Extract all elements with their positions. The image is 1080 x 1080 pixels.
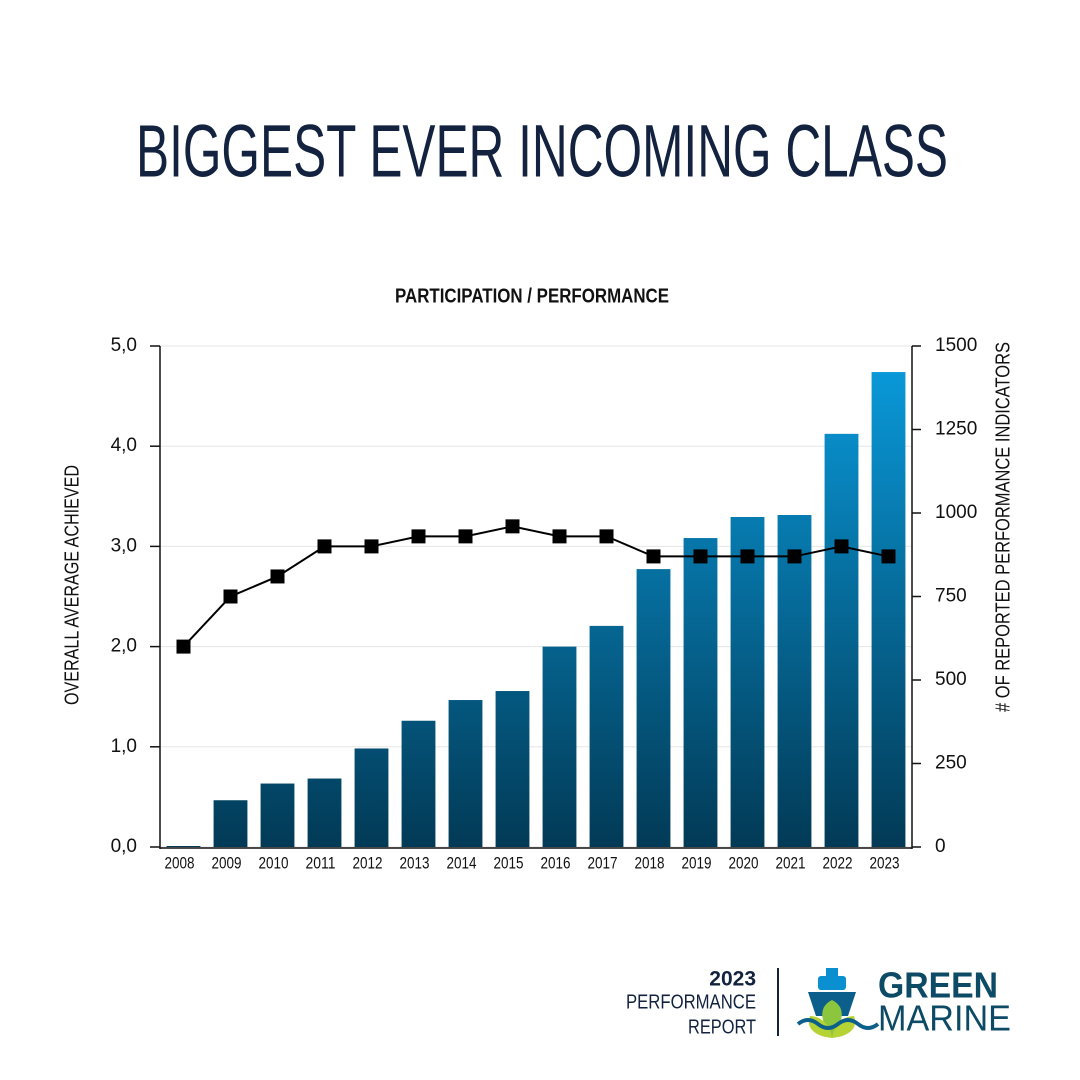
x-tick-label: 2008 <box>165 853 195 872</box>
bar <box>307 778 342 847</box>
y-axis-label: OVERALL AVERAGE ACHIEVED <box>61 465 83 705</box>
y2-tick-label: 500 <box>935 669 967 690</box>
bar <box>542 646 577 847</box>
bar <box>495 691 530 847</box>
marker <box>270 569 285 584</box>
marker <box>552 529 567 544</box>
marker <box>364 539 379 554</box>
chart-title: BIGGEST EVER INCOMING CLASS <box>136 110 948 193</box>
x-tick-label: 2010 <box>259 853 289 872</box>
bar <box>683 538 718 847</box>
y2-tick-label: 250 <box>935 753 967 774</box>
footer: 2023 PERFORMANCE REPORT GREEN MARINE <box>626 965 1011 1039</box>
logo <box>796 968 880 1038</box>
marker <box>458 529 473 544</box>
brand-name: MARINE <box>878 998 1011 1039</box>
footer-year: 2023 <box>709 968 756 991</box>
y-tick-label: 0,0 <box>111 836 137 857</box>
marker <box>176 639 191 654</box>
marker <box>317 539 332 554</box>
bar <box>448 700 483 847</box>
marker <box>223 589 238 604</box>
x-tick-label: 2014 <box>447 853 477 872</box>
x-tick-label: 2020 <box>729 853 759 872</box>
bar <box>730 517 765 847</box>
y2-tick-label: 750 <box>935 586 967 607</box>
brand-name: GREEN <box>878 965 998 1006</box>
y-tick-label: 3,0 <box>111 535 137 556</box>
x-tick-label: 2009 <box>212 853 242 872</box>
x-tick-label: 2015 <box>494 853 524 872</box>
x-tick-label: 2023 <box>870 853 900 872</box>
y-tick-label: 1,0 <box>111 736 137 757</box>
marker <box>740 549 755 564</box>
y-tick-label: 2,0 <box>111 636 137 657</box>
plot-area: 0,0 1,0 2,0 3,0 4,0 5,0 0 250 500 750 1000 1250 1500… <box>111 335 978 872</box>
x-tick-label: 2022 <box>823 853 853 872</box>
marker <box>881 549 896 564</box>
bar <box>213 800 248 847</box>
y2-tick-label: 1250 <box>935 419 977 440</box>
x-tick-label: 2011 <box>306 853 336 872</box>
x-tick-label: 2021 <box>776 853 806 872</box>
chart-subtitle: PARTICIPATION / PERFORMANCE <box>395 285 669 307</box>
marker <box>834 539 849 554</box>
bar <box>354 748 389 847</box>
bar <box>589 625 624 847</box>
footer-text: REPORT <box>688 1016 756 1038</box>
y-tick-label: 5,0 <box>111 335 137 356</box>
y2-tick-label: 1500 <box>935 335 977 356</box>
x-tick-label: 2019 <box>682 853 712 872</box>
bar <box>871 372 906 847</box>
x-tick-label: 2013 <box>400 853 430 872</box>
marker <box>505 519 520 534</box>
marker <box>646 549 661 564</box>
x-tick-label: 2017 <box>588 853 618 872</box>
bar <box>401 720 436 847</box>
y-tick-label: 4,0 <box>111 435 137 456</box>
bar <box>824 433 859 847</box>
marker <box>411 529 426 544</box>
bar <box>636 569 671 847</box>
x-tick-label: 2016 <box>541 853 571 872</box>
bar <box>260 783 295 847</box>
bar <box>777 515 812 847</box>
bar <box>166 845 201 847</box>
marker <box>599 529 614 544</box>
y2-tick-label: 0 <box>935 836 946 857</box>
line <box>182 525 889 648</box>
x-tick-label: 2018 <box>635 853 665 872</box>
y2-axis-label: # OF REPORTED PERFORMANCE INDICATORS <box>992 342 1014 712</box>
footer-text: PERFORMANCE <box>626 991 756 1013</box>
x-tick-label: 2012 <box>353 853 383 872</box>
y2-tick-label: 1000 <box>935 502 977 523</box>
marker <box>787 549 802 564</box>
marker <box>693 549 708 564</box>
